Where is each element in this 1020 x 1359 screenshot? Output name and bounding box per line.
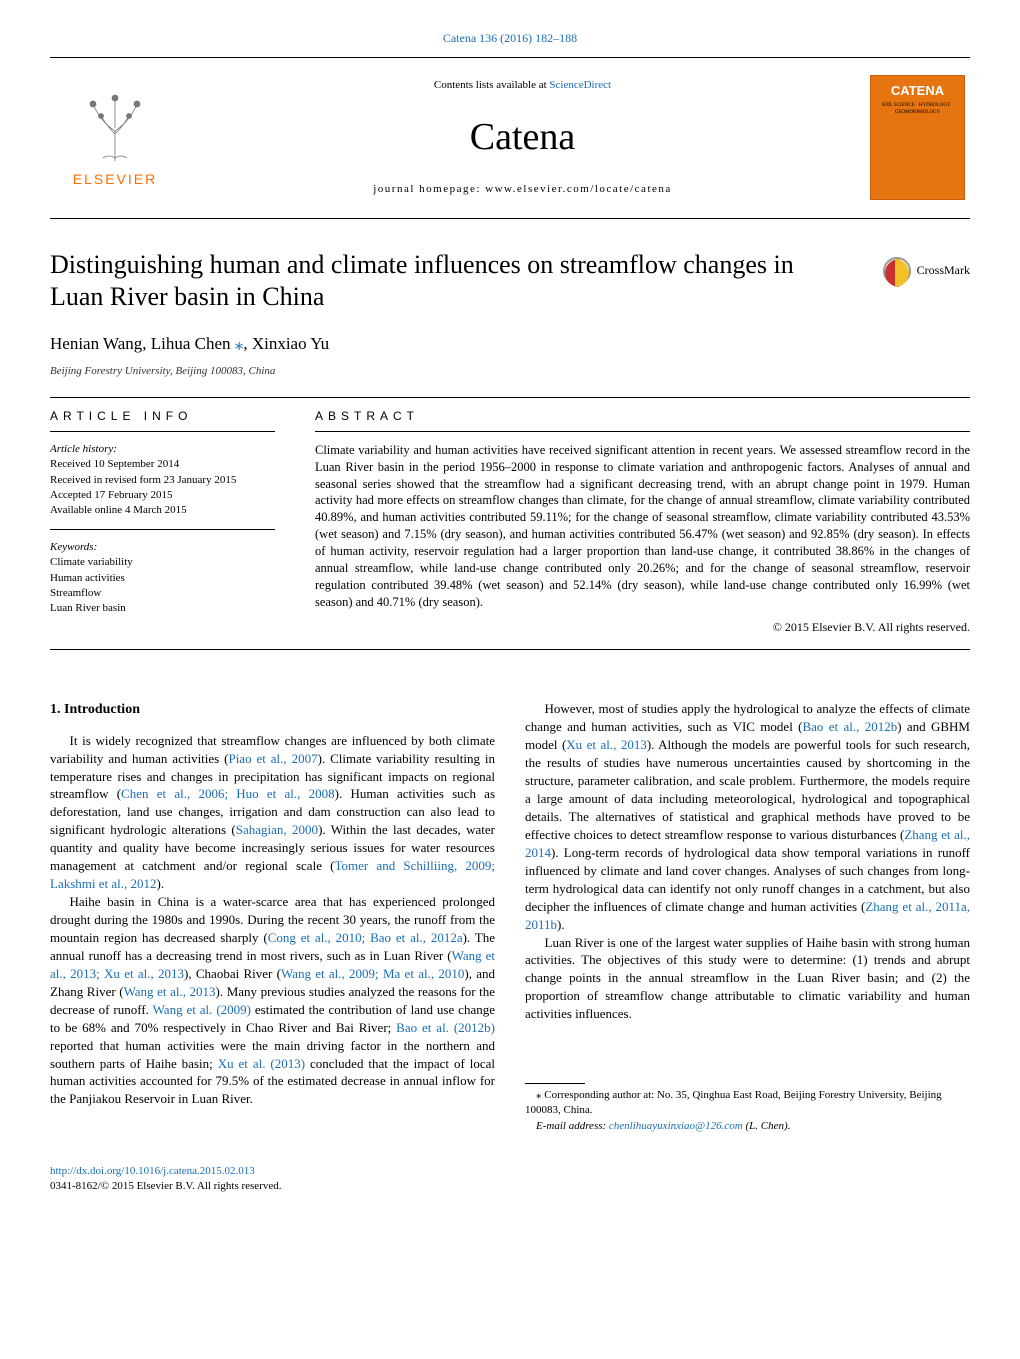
cover-title: CATENA	[891, 82, 944, 100]
history-received: Received 10 September 2014	[50, 457, 275, 472]
citation-link[interactable]: Cong et al., 2010; Bao et al., 2012a	[268, 930, 463, 945]
history-online: Available online 4 March 2015	[50, 503, 275, 518]
citation-link[interactable]: Bao et al., 2012b	[802, 719, 897, 734]
elsevier-wordmark: ELSEVIER	[73, 170, 157, 190]
keyword: Human activities	[50, 571, 275, 586]
citation-link[interactable]: Chen et al., 2006; Huo et al., 2008	[121, 786, 335, 801]
cover-subtitle: SOIL SCIENCE · HYDROLOGY · GEOMORPHOLOGY	[877, 102, 958, 116]
crossmark-label: CrossMark	[917, 262, 970, 279]
keyword: Streamflow	[50, 586, 275, 601]
journal-homepage-line: journal homepage: www.elsevier.com/locat…	[180, 182, 865, 197]
footnote-rule	[525, 1083, 585, 1084]
doi-link[interactable]: http://dx.doi.org/10.1016/j.catena.2015.…	[50, 1165, 255, 1177]
keywords-label: Keywords:	[50, 540, 275, 555]
page-footer: http://dx.doi.org/10.1016/j.catena.2015.…	[50, 1164, 970, 1195]
history-label: Article history:	[50, 442, 275, 457]
section-heading-introduction: 1. Introduction	[50, 700, 495, 719]
citation-link[interactable]: Piao et al., 2007	[228, 751, 317, 766]
paragraph: Luan River is one of the largest water s…	[525, 934, 970, 1024]
paragraph: However, most of studies apply the hydro…	[525, 700, 970, 933]
journal-cover-thumb: CATENA SOIL SCIENCE · HYDROLOGY · GEOMOR…	[865, 73, 970, 203]
divider	[50, 397, 970, 398]
abstract-head: abstract	[315, 408, 970, 432]
abstract-copyright: © 2015 Elsevier B.V. All rights reserved…	[315, 619, 970, 636]
email-footnote: E-mail address: chenlihuayuxinxiao@126.c…	[525, 1119, 970, 1134]
running-head: Catena 136 (2016) 182–188	[0, 0, 1020, 47]
issn-copyright: 0341-8162/© 2015 Elsevier B.V. All right…	[50, 1179, 970, 1194]
keyword: Luan River basin	[50, 601, 275, 616]
citation-link[interactable]: Xu et al. (2013)	[218, 1056, 305, 1071]
contents-available-line: Contents lists available at ScienceDirec…	[180, 78, 865, 93]
running-head-link[interactable]: Catena 136 (2016) 182–188	[443, 31, 577, 45]
body-text: 1. Introduction It is widely recognized …	[50, 700, 970, 1133]
paragraph: Haihe basin in China is a water-scarce a…	[50, 893, 495, 1108]
article-title: Distinguishing human and climate influen…	[50, 249, 820, 314]
citation-link[interactable]: Wang et al. (2009)	[153, 1002, 251, 1017]
crossmark-icon	[883, 257, 911, 285]
citation-link[interactable]: Xu et al., 2013	[566, 737, 647, 752]
article-info-head: article info	[50, 408, 275, 432]
elsevier-tree-icon	[75, 86, 155, 166]
email-link[interactable]: chenlihuayuxinxiao@126.com	[609, 1120, 743, 1132]
journal-name: Catena	[180, 111, 865, 164]
keyword: Climate variability	[50, 555, 275, 570]
citation-link[interactable]: Sahagian, 2000	[236, 822, 318, 837]
citation-link[interactable]: Wang et al., 2013	[124, 984, 216, 999]
history-accepted: Accepted 17 February 2015	[50, 488, 275, 503]
citation-link[interactable]: Bao et al. (2012b)	[396, 1020, 495, 1035]
citation-link[interactable]: Wang et al., 2009; Ma et al., 2010	[281, 966, 464, 981]
journal-banner: ELSEVIER Contents lists available at Sci…	[50, 57, 970, 219]
crossmark-badge[interactable]: CrossMark	[883, 257, 970, 285]
affiliation: Beijing Forestry University, Beijing 100…	[50, 364, 970, 379]
corresponding-author-footnote: ⁎ Corresponding author at: No. 35, Qingh…	[525, 1088, 970, 1118]
history-revised: Received in revised form 23 January 2015	[50, 473, 275, 488]
publisher-logo-area: ELSEVIER	[50, 86, 180, 190]
paragraph: It is widely recognized that streamflow …	[50, 732, 495, 893]
abstract-text: Climate variability and human activities…	[315, 442, 970, 611]
authors-line: Henian Wang, Lihua Chen ⁎, Xinxiao Yu	[50, 332, 970, 356]
sciencedirect-link[interactable]: ScienceDirect	[549, 79, 611, 91]
